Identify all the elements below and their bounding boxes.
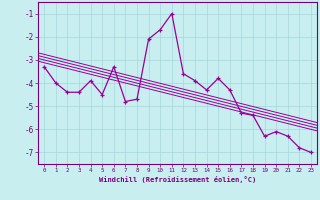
X-axis label: Windchill (Refroidissement éolien,°C): Windchill (Refroidissement éolien,°C) <box>99 176 256 183</box>
